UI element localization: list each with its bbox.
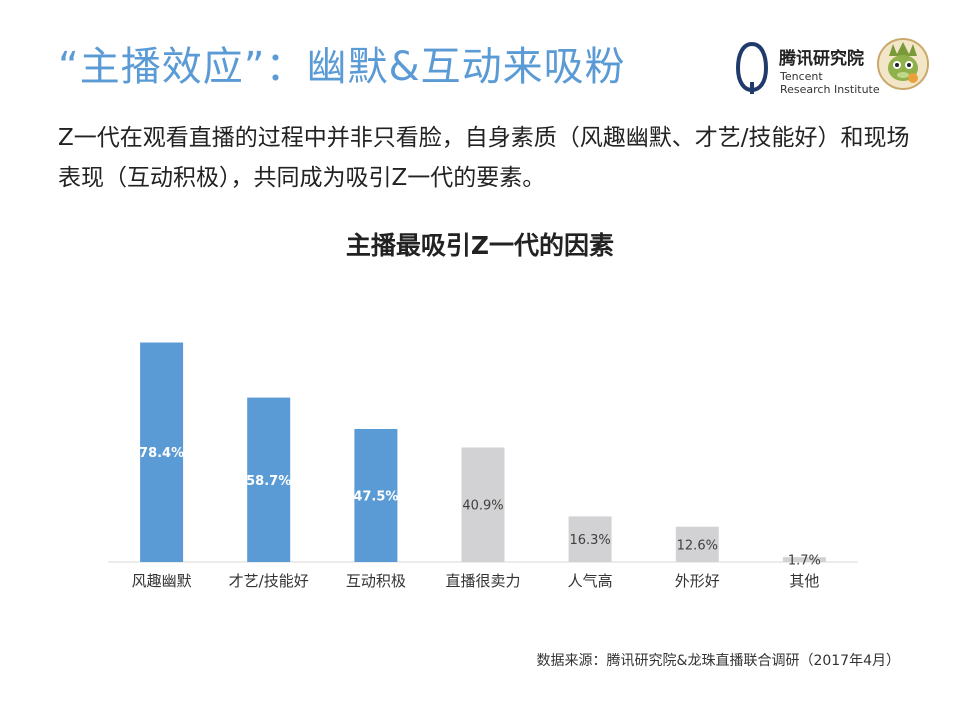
x-tick-label-4: 人气高 (568, 572, 613, 590)
dragon-mascot-icon (877, 38, 929, 90)
bar-0 (140, 342, 184, 562)
data-label-1: 58.7% (246, 474, 291, 489)
data-label-3: 40.9% (462, 499, 503, 514)
chart-title: 主播最吸引Z一代的因素 (345, 231, 615, 260)
data-source-note: 数据来源：腾讯研究院&龙珠直播联合调研（2017年4月） (536, 653, 900, 669)
x-tick-label-2: 互动积极 (346, 572, 406, 590)
bar-2 (354, 429, 398, 562)
logo-text-cn: 腾讯研究院 (779, 49, 864, 69)
tencent-research-logo: 腾讯研究院 Tencent Research Institute (735, 38, 935, 100)
bar-4 (568, 516, 612, 562)
bar-3 (461, 447, 505, 562)
data-label-5: 12.6% (677, 538, 718, 553)
logo-text-en-line1: Tencent (780, 70, 823, 83)
x-tick-label-6: 其他 (789, 572, 819, 590)
x-tick-label-0: 风趣幽默 (132, 572, 192, 590)
data-label-2: 47.5% (353, 490, 398, 505)
bar-5 (675, 526, 719, 562)
data-label-0: 78.4% (139, 446, 184, 461)
bar-6 (782, 557, 826, 562)
bar-1 (247, 397, 291, 562)
data-label-6: 1.7% (788, 554, 821, 569)
x-tick-label-3: 直播很卖力 (445, 572, 520, 590)
logo-mark-icon (735, 42, 769, 94)
x-tick-label-1: 才艺/技能好 (229, 572, 309, 590)
logo-text-en-line2: Research Institute (780, 83, 880, 96)
data-label-4: 16.3% (569, 533, 610, 548)
bar-chart: 78.4% 风趣幽默 58.7% 才艺/技能好 47.5% 互动积极 40.9% 直播很卖力 1… (108, 342, 858, 590)
intro-text: Z一代在观看直播的过程中并非只看脸，自身素质（风趣幽默、才艺/技能好）和现场表现… (58, 125, 910, 191)
slide-title: “主播效应”：幽默&互动来吸粉 (58, 44, 626, 90)
x-tick-label-5: 外形好 (675, 572, 720, 590)
